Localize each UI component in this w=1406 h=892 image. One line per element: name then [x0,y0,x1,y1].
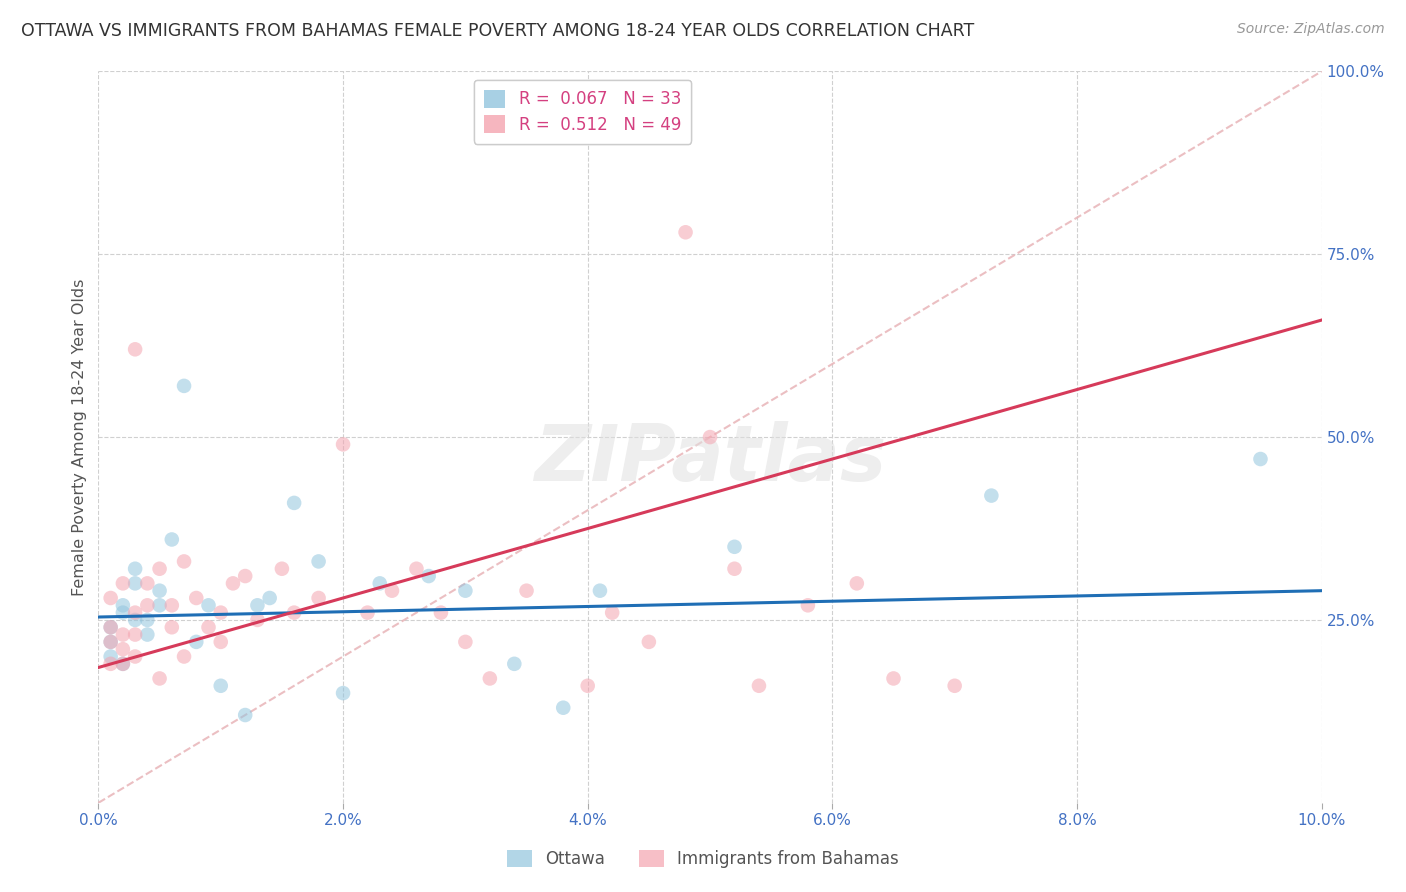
Point [332,437,354,451]
Point [209,679,232,693]
Point [418,569,440,583]
Point [111,576,134,591]
Point [100,635,122,649]
Point [723,562,745,576]
Text: ZIPatlas: ZIPatlas [534,421,886,497]
Point [845,576,868,591]
Point [430,606,453,620]
Point [160,533,183,547]
Point [100,649,122,664]
Point [100,657,122,671]
Point [186,635,208,649]
Legend: R =  0.067   N = 33, R =  0.512   N = 49: R = 0.067 N = 33, R = 0.512 N = 49 [474,79,692,144]
Point [124,562,146,576]
Point [503,657,526,671]
Point [1249,452,1271,467]
Point [100,635,122,649]
Point [111,642,134,657]
Point [100,620,122,634]
Point [149,583,172,598]
Point [478,672,501,686]
Point [576,679,599,693]
Point [381,583,404,598]
Point [173,379,195,393]
Point [356,606,378,620]
Point [943,679,966,693]
Point [454,635,477,649]
Point [283,606,305,620]
Legend: Ottawa, Immigrants from Bahamas: Ottawa, Immigrants from Bahamas [501,843,905,875]
Point [270,562,292,576]
Point [600,606,623,620]
Point [699,430,721,444]
Point [111,606,134,620]
Point [124,627,146,641]
Point [748,679,770,693]
Point [637,635,661,649]
Text: Source: ZipAtlas.com: Source: ZipAtlas.com [1237,22,1385,37]
Point [553,700,575,714]
Point [883,672,905,686]
Point [723,540,745,554]
Point [332,686,354,700]
Point [368,576,391,591]
Point [124,343,146,357]
Point [589,583,612,598]
Point [160,599,183,613]
Point [222,576,245,591]
Point [980,489,1002,503]
Point [136,613,159,627]
Point [209,606,232,620]
Y-axis label: Female Poverty Among 18-24 Year Olds: Female Poverty Among 18-24 Year Olds [72,278,87,596]
Point [111,657,134,671]
Point [259,591,281,605]
Point [111,627,134,641]
Point [246,599,269,613]
Point [516,583,538,598]
Point [111,599,134,613]
Point [100,620,122,634]
Point [308,554,330,568]
Point [173,554,195,568]
Point [233,708,256,723]
Point [124,649,146,664]
Point [111,657,134,671]
Point [283,496,305,510]
Point [405,562,427,576]
Point [100,591,122,605]
Point [233,569,256,583]
Point [124,613,146,627]
Point [454,583,477,598]
Point [209,635,232,649]
Point [197,620,219,634]
Point [308,591,330,605]
Point [197,599,219,613]
Point [124,576,146,591]
Point [136,576,159,591]
Point [797,599,820,613]
Point [149,672,172,686]
Point [675,225,697,239]
Point [186,591,208,605]
Point [160,620,183,634]
Point [173,649,195,664]
Point [149,599,172,613]
Point [136,599,159,613]
Point [136,627,159,641]
Text: OTTAWA VS IMMIGRANTS FROM BAHAMAS FEMALE POVERTY AMONG 18-24 YEAR OLDS CORRELATI: OTTAWA VS IMMIGRANTS FROM BAHAMAS FEMALE… [21,22,974,40]
Point [246,613,269,627]
Point [124,606,146,620]
Point [149,562,172,576]
